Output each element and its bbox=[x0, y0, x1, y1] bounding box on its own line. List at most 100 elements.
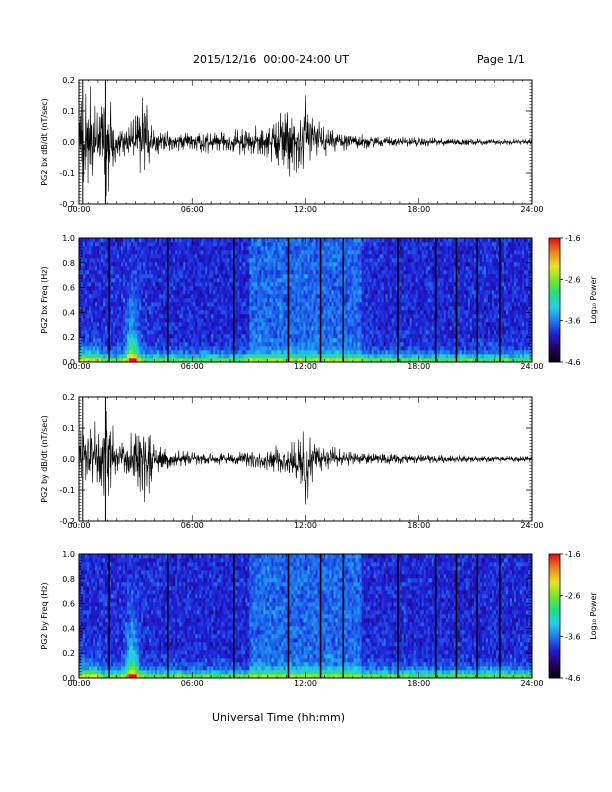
heatmap-cell bbox=[137, 290, 140, 295]
heatmap-cell bbox=[343, 274, 346, 279]
heatmap-cell bbox=[127, 278, 130, 283]
heatmap-cell bbox=[111, 254, 114, 259]
heatmap-cell bbox=[273, 334, 276, 339]
heatmap-cell bbox=[253, 270, 256, 275]
heatmap-cell bbox=[165, 350, 168, 355]
heatmap-cell bbox=[379, 286, 382, 291]
heatmap-cell bbox=[141, 282, 144, 287]
heatmap-cell bbox=[323, 270, 326, 275]
heatmap-cell bbox=[91, 354, 94, 359]
heatmap-cell bbox=[251, 238, 254, 243]
heatmap-cell bbox=[79, 318, 82, 323]
heatmap-cell bbox=[331, 246, 334, 251]
heatmap-cell bbox=[313, 314, 316, 319]
heatmap-cell bbox=[231, 246, 234, 251]
heatmap-cell bbox=[275, 358, 278, 363]
heatmap-cell bbox=[279, 338, 282, 343]
heatmap-cell bbox=[133, 346, 136, 351]
heatmap-cell bbox=[179, 294, 182, 299]
heatmap-cell bbox=[279, 342, 282, 347]
heatmap-cell bbox=[117, 302, 120, 307]
heatmap-cell bbox=[201, 358, 204, 363]
heatmap-cell bbox=[331, 250, 334, 255]
heatmap-cell bbox=[117, 238, 120, 243]
heatmap-cell bbox=[199, 338, 202, 343]
heatmap-cell bbox=[145, 278, 148, 283]
heatmap-cell bbox=[255, 290, 258, 295]
heatmap-cell bbox=[79, 278, 82, 283]
heatmap-cell bbox=[113, 286, 116, 291]
heatmap-cell bbox=[365, 342, 368, 347]
heatmap-cell bbox=[247, 342, 250, 347]
heatmap-cell bbox=[211, 294, 214, 299]
heatmap-cell bbox=[231, 270, 234, 275]
heatmap-cell bbox=[301, 278, 304, 283]
heatmap-cell bbox=[331, 330, 334, 335]
heatmap-cell bbox=[103, 306, 106, 311]
heatmap-cell bbox=[99, 282, 102, 287]
heatmap-cell bbox=[155, 250, 158, 255]
heatmap-cell bbox=[327, 270, 330, 275]
heatmap-cell bbox=[315, 302, 318, 307]
heatmap-cell bbox=[181, 238, 184, 243]
heatmap-cell bbox=[299, 306, 302, 311]
heatmap-cell bbox=[375, 274, 378, 279]
heatmap-cell bbox=[279, 242, 282, 247]
heatmap-cell bbox=[367, 250, 370, 255]
heatmap-cell bbox=[317, 322, 320, 327]
heatmap-cell bbox=[117, 290, 120, 295]
heatmap-cell bbox=[339, 346, 342, 351]
heatmap-cell bbox=[199, 286, 202, 291]
heatmap-cell bbox=[89, 334, 92, 339]
heatmap-cell bbox=[201, 354, 204, 359]
heatmap-cell bbox=[333, 246, 336, 251]
heatmap-cell bbox=[153, 298, 156, 303]
heatmap-cell bbox=[139, 286, 142, 291]
heatmap-cell bbox=[221, 334, 224, 339]
heatmap-cell bbox=[379, 314, 382, 319]
heatmap-cell bbox=[247, 330, 250, 335]
heatmap-cell bbox=[349, 322, 352, 327]
heatmap-cell bbox=[371, 322, 374, 327]
heatmap-cell bbox=[193, 278, 196, 283]
heatmap-cell bbox=[117, 294, 120, 299]
heatmap-cell bbox=[301, 294, 304, 299]
heatmap-cell bbox=[257, 302, 260, 307]
heatmap-cell bbox=[331, 314, 334, 319]
heatmap-cell bbox=[129, 298, 132, 303]
heatmap-cell bbox=[309, 254, 312, 259]
heatmap-cell bbox=[171, 278, 174, 283]
heatmap-cell bbox=[183, 246, 186, 251]
heatmap-cell bbox=[149, 310, 152, 315]
heatmap-cell bbox=[235, 282, 238, 287]
heatmap-cell bbox=[101, 346, 104, 351]
heatmap-cell bbox=[243, 338, 246, 343]
heatmap-cell bbox=[201, 238, 204, 243]
heatmap-cell bbox=[263, 302, 266, 307]
heatmap-cell bbox=[85, 306, 88, 311]
heatmap-cell bbox=[135, 338, 138, 343]
heatmap-cell bbox=[289, 290, 292, 295]
heatmap-cell bbox=[297, 286, 300, 291]
heatmap-cell bbox=[305, 326, 308, 331]
heatmap-cell bbox=[213, 274, 216, 279]
heatmap-cell bbox=[177, 262, 180, 267]
heatmap-cell bbox=[355, 238, 358, 243]
heatmap-cell bbox=[311, 238, 314, 243]
heatmap-cell bbox=[259, 318, 262, 323]
heatmap-cell bbox=[143, 354, 146, 359]
heatmap-cell bbox=[209, 254, 212, 259]
heatmap-cell bbox=[123, 238, 126, 243]
heatmap-cell bbox=[175, 298, 178, 303]
heatmap-cell bbox=[367, 254, 370, 259]
heatmap-cell bbox=[205, 330, 208, 335]
heatmap-cell bbox=[329, 338, 332, 343]
heatmap-cell bbox=[151, 286, 154, 291]
heatmap-cell bbox=[127, 290, 130, 295]
heatmap-cell bbox=[245, 254, 248, 259]
heatmap-cell bbox=[301, 306, 304, 311]
heatmap-cell bbox=[359, 274, 362, 279]
heatmap-cell bbox=[135, 278, 138, 283]
heatmap-cell bbox=[305, 346, 308, 351]
heatmap-cell bbox=[325, 262, 328, 267]
